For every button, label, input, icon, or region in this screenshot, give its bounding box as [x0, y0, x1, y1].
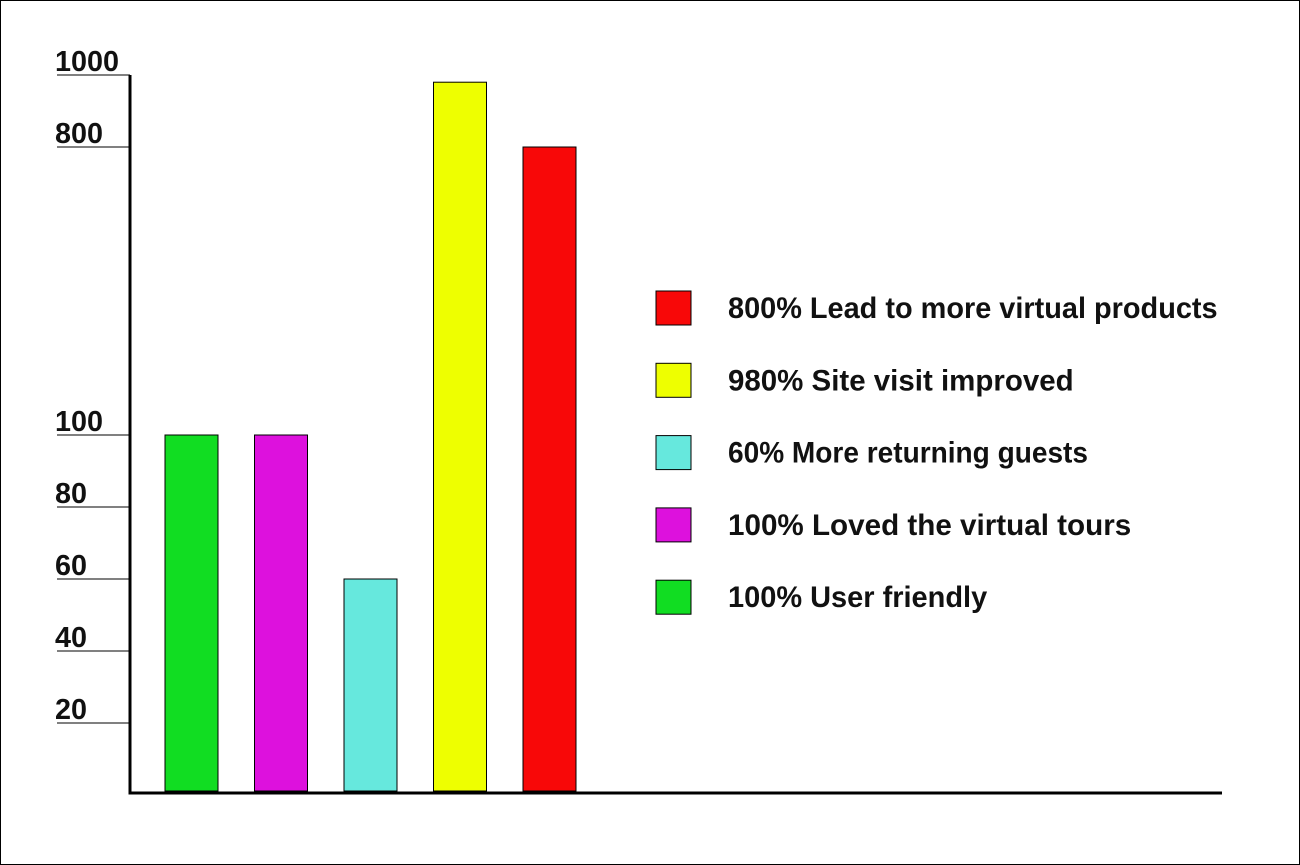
bar — [433, 81, 487, 792]
y-tick-label: 80 — [55, 478, 87, 510]
legend-label: 800% Lead to more virtual products — [728, 292, 1218, 325]
legend-label: 100% Loved the virtual tours — [728, 509, 1131, 542]
bar — [522, 146, 577, 792]
legend-swatch — [655, 579, 692, 615]
legend-label: 100% User friendly — [728, 581, 987, 614]
legend-swatch — [655, 435, 692, 471]
y-tick-label: 100 — [55, 406, 103, 438]
y-tick-label: 800 — [55, 118, 103, 150]
legend-swatch — [655, 507, 692, 543]
legend-label: 980% Site visit improved — [728, 364, 1074, 397]
legend-label: 60% More returning guests — [728, 437, 1088, 470]
bar — [254, 434, 308, 792]
y-tick-label: 60 — [55, 550, 87, 582]
bar — [343, 578, 398, 792]
legend-swatch — [655, 362, 692, 398]
y-tick-label: 1000 — [55, 46, 119, 78]
legend-swatch — [655, 290, 692, 326]
y-tick-label: 40 — [55, 622, 87, 654]
bar — [164, 434, 219, 792]
y-tick-label: 20 — [55, 694, 87, 726]
